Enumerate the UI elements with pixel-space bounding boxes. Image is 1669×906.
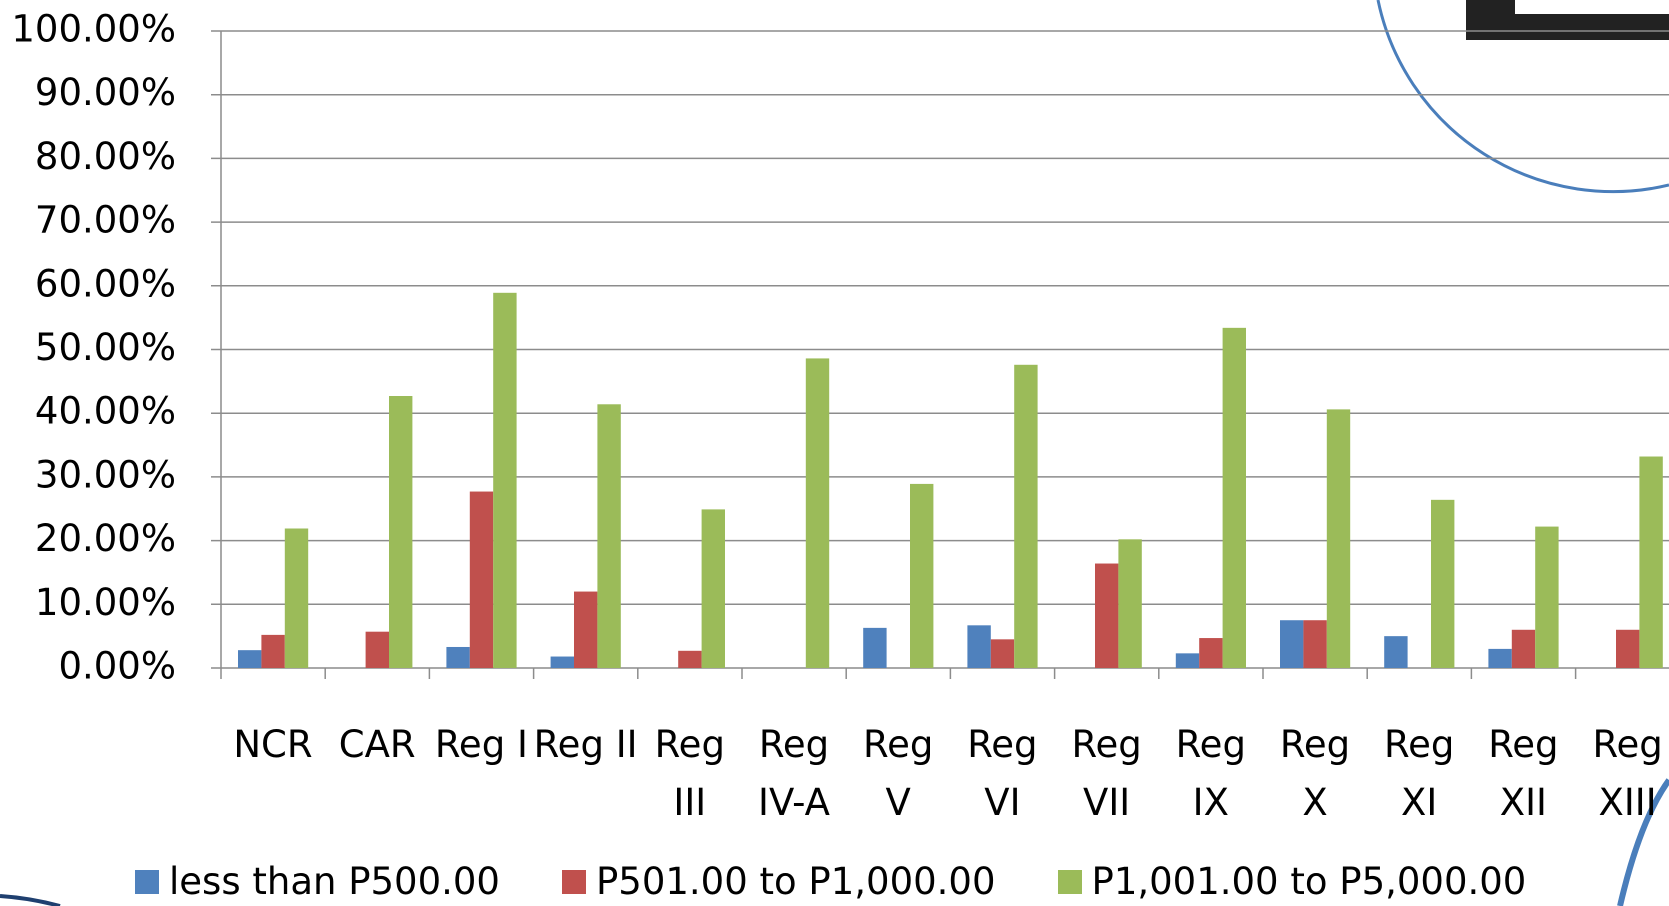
x-tick-label: Reg VII xyxy=(1071,723,1142,824)
bar xyxy=(1639,456,1663,668)
bar xyxy=(1175,653,1200,668)
bar xyxy=(261,634,285,668)
bar xyxy=(910,483,934,668)
x-tick-label: Reg I xyxy=(434,723,528,766)
decor-arc xyxy=(1376,0,1669,194)
bar xyxy=(1535,526,1559,668)
legend-item: P1,001.00 to P5,000.00 xyxy=(1057,860,1527,903)
bar xyxy=(805,358,830,668)
y-tick-label: 20.00% xyxy=(35,517,176,560)
y-tick-label: 0.00% xyxy=(58,645,176,688)
x-tick-label: Reg XIII xyxy=(1592,723,1663,824)
legend-swatch xyxy=(135,869,159,894)
x-tick-label: Reg XII xyxy=(1488,723,1559,824)
y-tick-label: 40.00% xyxy=(35,390,176,433)
y-tick-label: 30.00% xyxy=(35,453,176,496)
legend-swatch xyxy=(561,869,586,894)
bar xyxy=(284,528,309,668)
bar xyxy=(1118,539,1142,668)
bar xyxy=(238,650,262,668)
legend-item: P501.00 to P1,000.00 xyxy=(561,860,996,903)
x-tick-label: Reg III xyxy=(654,723,725,824)
y-tick-label: 50.00% xyxy=(35,326,176,369)
bar xyxy=(1280,620,1304,668)
x-tick-label: CAR xyxy=(338,723,416,766)
legend: less than P500.00 P501.00 to P1,000.00 P1,… xyxy=(135,860,1526,903)
bar xyxy=(967,625,991,668)
bar xyxy=(446,646,470,668)
bar xyxy=(1384,636,1408,668)
bar xyxy=(701,509,725,668)
bar xyxy=(1014,364,1038,668)
legend-swatch xyxy=(1057,869,1082,894)
x-tick-label: Reg IV-A xyxy=(758,723,830,824)
bar xyxy=(365,631,389,668)
bar xyxy=(550,656,574,668)
bar xyxy=(389,396,413,668)
decor-block-inner xyxy=(1515,0,1669,14)
bar xyxy=(1199,638,1223,668)
bar xyxy=(1431,499,1455,668)
bar xyxy=(1326,409,1351,668)
y-tick-label: 80.00% xyxy=(35,135,176,178)
legend-label: P501.00 to P1,000.00 xyxy=(595,860,996,903)
y-tick-label: 10.00% xyxy=(35,581,176,624)
decor-curve xyxy=(0,894,61,906)
bar xyxy=(990,639,1015,668)
decor-curve xyxy=(1617,778,1669,906)
x-tick-label: NCR xyxy=(233,723,313,766)
bar xyxy=(678,650,702,668)
bar xyxy=(493,292,517,668)
x-tick-label: Reg XI xyxy=(1384,723,1455,824)
bar xyxy=(1616,629,1640,668)
x-tick-label: Reg V xyxy=(863,723,934,824)
bar xyxy=(1511,629,1536,668)
x-tick-label: Reg VI xyxy=(967,723,1038,824)
bar xyxy=(1303,620,1327,668)
bar xyxy=(574,591,598,668)
y-tick-label: 90.00% xyxy=(35,71,176,114)
x-tick-label: Reg II xyxy=(533,723,638,766)
legend-label: P1,001.00 to P5,000.00 xyxy=(1091,860,1527,903)
y-tick-label: 100.00% xyxy=(11,8,176,51)
bar xyxy=(1095,563,1119,668)
bar xyxy=(469,491,494,668)
bar xyxy=(863,627,887,668)
bar xyxy=(597,404,621,668)
y-tick-label: 60.00% xyxy=(35,262,176,305)
legend-label: less than P500.00 xyxy=(169,860,500,903)
y-tick-label: 70.00% xyxy=(35,199,176,242)
x-tick-label: Reg X xyxy=(1279,723,1351,824)
x-tick-label: Reg IX xyxy=(1175,723,1246,824)
legend-item: less than P500.00 xyxy=(135,860,500,903)
bar xyxy=(1222,327,1246,668)
bar xyxy=(1488,648,1512,668)
